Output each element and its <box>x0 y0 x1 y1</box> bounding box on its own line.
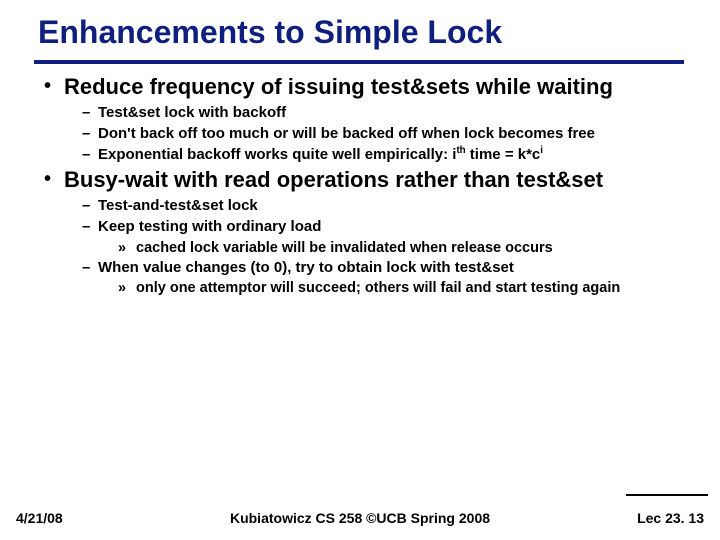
footer-pagenum: Lec 23. 13 <box>637 510 704 526</box>
title-underline <box>34 60 684 64</box>
bullet-level2: Exponential backoff works quite well emp… <box>44 146 704 165</box>
bullet-level3: cached lock variable will be invalidated… <box>44 239 704 257</box>
bullet-level2: When value changes (to 0), try to obtain… <box>44 259 704 278</box>
bullet-level2: Test&set lock with backoff <box>44 104 704 123</box>
bullet-level1: Reduce frequency of issuing test&sets wh… <box>44 74 704 100</box>
bullet-level1: Busy-wait with read operations rather th… <box>44 167 704 193</box>
bullet-level2: Don't back off too much or will be backe… <box>44 125 704 144</box>
footer-divider <box>626 494 708 496</box>
bullet-level2: Test-and-test&set lock <box>44 197 704 216</box>
slide-title: Enhancements to Simple Lock <box>38 14 502 51</box>
slide: Enhancements to Simple Lock Reduce frequ… <box>0 0 720 540</box>
bullet-level2: Keep testing with ordinary load <box>44 218 704 237</box>
bullet-level3: only one attemptor will succeed; others … <box>44 279 704 297</box>
footer-course: Kubiatowicz CS 258 ©UCB Spring 2008 <box>0 510 720 526</box>
slide-content: Reduce frequency of issuing test&sets wh… <box>44 74 704 300</box>
